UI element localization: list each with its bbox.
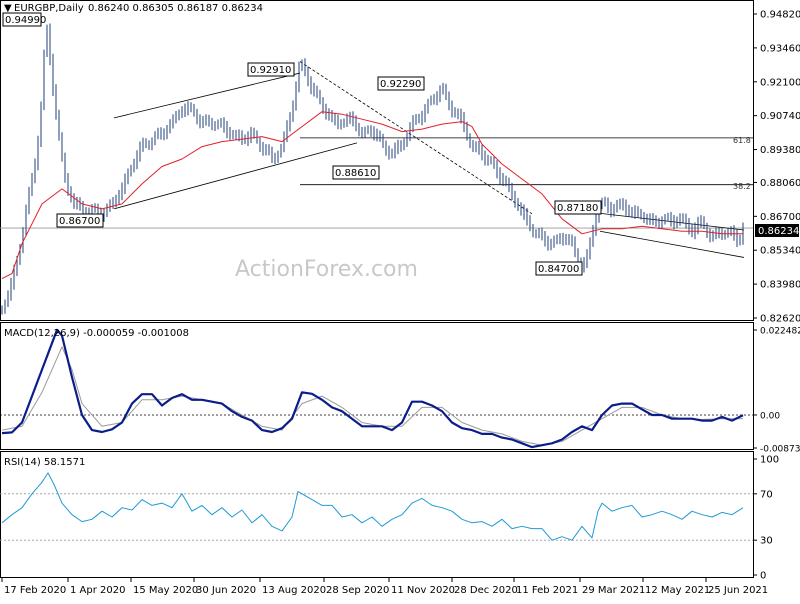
price-axis-tick-label: 0.90740: [760, 111, 800, 122]
channel-lower-2020: [113, 142, 358, 210]
macd-axis-tick-label: 0.022482: [760, 326, 800, 336]
x-axis-tick-label: 17 Feb 2020: [4, 585, 66, 596]
price-axis-tick-label: 0.85340: [760, 246, 800, 257]
price-axis-tick-label: 0.92100: [760, 77, 800, 88]
moving-average-line: [1, 111, 743, 280]
fib-label-38.2: 38.2: [733, 182, 751, 191]
label-0.84700: 0.84700: [538, 264, 579, 275]
x-axis-tick-label: 13 Aug 2020: [262, 585, 326, 596]
symbol-label: EURGBP,Daily: [14, 3, 84, 14]
x-axis-tick-label: 11 Nov 2020: [391, 585, 455, 596]
price-header: ▼ EURGBP,Daily 0.86240 0.86305 0.86187 0…: [4, 3, 263, 14]
downtrend-line: [299, 61, 533, 215]
label-0.86700: 0.86700: [59, 216, 100, 227]
channel-upper-2020: [113, 72, 301, 119]
price-panel-frame: [0, 0, 754, 321]
rsi-panel-frame: [0, 451, 754, 578]
axes: 0.94820 0.93460 0.92100 0.90740 0.89380 0.880…: [1, 10, 800, 596]
rsi-title: RSI(14) 58.1571: [4, 457, 85, 468]
macd-axis-tick-label: -0.008736: [760, 444, 800, 454]
price-plot: [0, 23, 753, 315]
x-axis-tick-label: 1 Apr 2020: [70, 585, 125, 596]
rsi-axis-tick-label: 0: [760, 571, 766, 582]
label-0.94990: 0.94990: [5, 15, 46, 26]
x-axis-tick-label: 29 Mar 2021: [582, 585, 645, 596]
price-axis-tick-label: 0.94820: [760, 10, 800, 21]
rsi-plot: [0, 472, 753, 541]
price-axis-tick-label: 0.82620: [760, 314, 800, 325]
label-box-0.84700: [535, 261, 583, 276]
price-axis-tick-label: 0.86700: [760, 212, 800, 223]
label-box-0.92290: [377, 76, 425, 91]
macd-axis-tick-label: 0.00: [760, 411, 780, 421]
price-axis-tick-label: 0.83980: [760, 280, 800, 291]
channel-lower-2021: [599, 230, 745, 258]
label-box-0.87180: [554, 200, 602, 215]
price-axis-tick-label: 0.88060: [760, 178, 800, 189]
macd-line: [1, 328, 744, 449]
label-0.92910: 0.92910: [250, 65, 291, 76]
rsi-axis-tick-label: 30: [760, 536, 773, 547]
label-box-0.88610: [332, 165, 380, 180]
rsi-axis-tick-label: 100: [760, 455, 779, 466]
x-axis-tick-label: 30 Jun 2020: [196, 585, 256, 596]
rsi-line: [1, 472, 744, 541]
x-axis-tick-label: 28 Dec 2020: [454, 585, 518, 596]
price-axis-tick-label: 0.89380: [760, 145, 800, 156]
label-0.88610: 0.88610: [335, 168, 376, 179]
x-axis-tick-label: 28 Sep 2020: [326, 585, 389, 596]
macd-panel-frame: [0, 322, 754, 450]
x-axis-tick-label: 11 Feb 2021: [516, 585, 578, 596]
x-axis-tick-label: 15 May 2020: [133, 585, 198, 596]
last-price-label: 0.86234: [758, 226, 799, 237]
label-box-0.94990: [2, 12, 42, 27]
label-box-0.86700: [56, 213, 104, 228]
fib-label-61.8: 61.8: [733, 136, 751, 145]
label-0.87180: 0.87180: [557, 203, 598, 214]
label-box-0.92910: [247, 62, 295, 77]
macd-signal-line: [1, 346, 743, 446]
price-annotations: 0.94990 0.92910 0.92290 0.88610 0.86700 …: [2, 12, 799, 276]
x-axis-tick-label: 25 Jun 2021: [708, 585, 768, 596]
last-price-tag: [755, 224, 799, 237]
macd-plot: [0, 328, 753, 449]
label-0.92290: 0.92290: [380, 79, 421, 90]
price-axis-tick-label: 0.93460: [760, 43, 800, 54]
x-axis-tick-label: 12 May 2021: [645, 585, 710, 596]
rsi-axis-tick-label: 70: [760, 489, 773, 500]
macd-title: MACD(12,26,9) -0.000059 -0.001008: [4, 328, 189, 339]
ohlc-readout: 0.86240 0.86305 0.86187 0.86234: [88, 3, 263, 14]
dropdown-arrow-icon[interactable]: ▼: [4, 3, 12, 14]
watermark-text: ActionForex.com: [235, 257, 418, 282]
